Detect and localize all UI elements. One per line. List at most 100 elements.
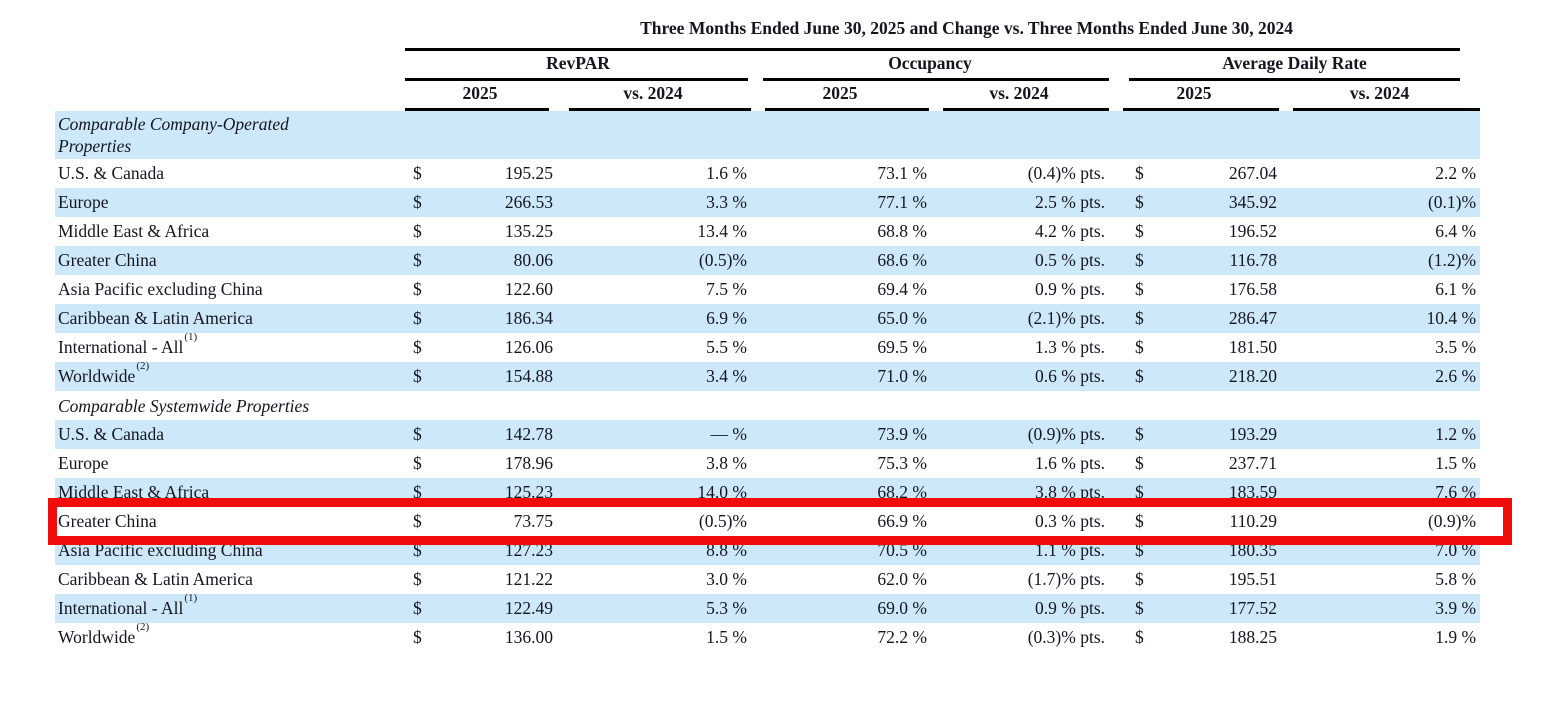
region-label: International - All(1) bbox=[58, 331, 198, 357]
region-label: Asia Pacific excluding China bbox=[58, 540, 263, 560]
adr-2025-cell: 267.04 bbox=[1228, 163, 1277, 183]
table-row: Middle East & Africa $125.23 14.0 % 68.2 % 3… bbox=[55, 478, 1481, 507]
adr-2025-cell: 195.51 bbox=[1228, 569, 1277, 589]
occupancy-vs-cell: 3.8 % pts. bbox=[1035, 482, 1105, 502]
region-label: Caribbean & Latin America bbox=[58, 308, 253, 328]
revpar-vs-cell: 3.4 % bbox=[706, 366, 747, 386]
revpar-vs-cell: 3.0 % bbox=[706, 569, 747, 589]
occupancy-vs-cell: 2.5 % pts. bbox=[1035, 192, 1105, 212]
revpar-vs-cell: (0.5)% bbox=[698, 511, 747, 531]
occupancy-2025-cell: 71.0 % bbox=[877, 366, 927, 386]
adr-vs-cell: (0.9)% bbox=[1427, 511, 1477, 531]
adr-vs-cell: 1.2 % bbox=[1435, 424, 1477, 444]
occupancy-2025-cell: 62.0 % bbox=[877, 569, 927, 589]
adr-2025-cell: 176.58 bbox=[1228, 279, 1277, 299]
subheader-adr-vs2024: vs. 2024 bbox=[1279, 81, 1481, 111]
dollar-sign: $ bbox=[1135, 627, 1144, 647]
occupancy-2025-cell: 68.8 % bbox=[877, 221, 927, 241]
section-title: Comparable Systemwide Properties bbox=[55, 391, 1480, 420]
revpar-2025-cell: 135.25 bbox=[504, 221, 553, 241]
revpar-vs-cell: 13.4 % bbox=[697, 221, 747, 241]
occupancy-2025-cell: 73.1 % bbox=[877, 163, 927, 183]
adr-vs-cell: 1.5 % bbox=[1435, 453, 1477, 473]
dollar-sign: $ bbox=[1135, 192, 1144, 212]
dollar-sign: $ bbox=[413, 569, 422, 589]
adr-2025-cell: 116.78 bbox=[1229, 250, 1277, 270]
occupancy-2025-cell: 68.6 % bbox=[877, 250, 927, 270]
revpar-vs-cell: 1.6 % bbox=[706, 163, 747, 183]
spacer-cell bbox=[55, 14, 405, 51]
dollar-sign: $ bbox=[1135, 366, 1144, 386]
dollar-sign: $ bbox=[1135, 279, 1144, 299]
dollar-sign: $ bbox=[413, 366, 422, 386]
occupancy-2025-cell: 69.4 % bbox=[877, 279, 927, 299]
group-header-adr: Average Daily Rate bbox=[1109, 51, 1480, 81]
region-label: Europe bbox=[58, 192, 109, 212]
adr-vs-cell: 6.1 % bbox=[1435, 279, 1477, 299]
footnote-ref: (1) bbox=[184, 331, 198, 344]
adr-2025-cell: 181.50 bbox=[1228, 337, 1277, 357]
subheader-occupancy-vs2024: vs. 2024 bbox=[929, 81, 1109, 111]
revpar-vs-cell: 3.3 % bbox=[706, 192, 747, 212]
adr-2025-cell: 180.35 bbox=[1228, 540, 1277, 560]
table-title-row: Three Months Ended June 30, 2025 and Cha… bbox=[55, 14, 1480, 51]
region-label: Asia Pacific excluding China bbox=[58, 279, 263, 299]
adr-vs-cell: 7.0 % bbox=[1435, 540, 1477, 560]
dollar-sign: $ bbox=[413, 221, 422, 241]
dollar-sign: $ bbox=[1135, 337, 1144, 357]
table-row: International - All(1) $122.49 5.3 % 69.0 %… bbox=[55, 592, 1481, 623]
adr-vs-cell: 3.5 % bbox=[1435, 337, 1477, 357]
revpar-vs-cell: 5.5 % bbox=[706, 337, 747, 357]
footnote-ref: (2) bbox=[136, 360, 150, 373]
revpar-vs-cell: 14.0 % bbox=[697, 482, 747, 502]
section-title-line: Comparable Systemwide Properties bbox=[58, 395, 310, 416]
revpar-2025-cell: 126.06 bbox=[504, 337, 553, 357]
occupancy-vs-cell: (0.4)% pts. bbox=[1027, 163, 1105, 183]
revpar-vs-cell: (0.5)% bbox=[698, 250, 747, 270]
adr-vs-cell: (1.2)% bbox=[1427, 250, 1477, 270]
footnote-ref: (1) bbox=[184, 592, 198, 605]
occupancy-vs-cell: 1.1 % pts. bbox=[1035, 540, 1105, 560]
section-title: Comparable Company-Operated Properties bbox=[55, 111, 1480, 159]
region-label: Worldwide(2) bbox=[58, 621, 150, 647]
region-label: Caribbean & Latin America bbox=[58, 569, 253, 589]
region-label: U.S. & Canada bbox=[58, 163, 164, 183]
table-row-highlighted: Greater China $73.75 (0.5)% 66.9 % 0.3 % pts… bbox=[55, 507, 1480, 536]
occupancy-2025-cell: 66.9 % bbox=[877, 511, 927, 531]
section-header-company-operated: Comparable Company-Operated Properties bbox=[55, 111, 1481, 159]
revpar-vs-cell: 8.8 % bbox=[706, 540, 747, 560]
group-header-occupancy: Occupancy bbox=[751, 51, 1109, 81]
adr-2025-cell: 237.71 bbox=[1228, 453, 1277, 473]
revpar-vs-cell: 1.5 % bbox=[706, 627, 747, 647]
section-title-line: Properties bbox=[58, 136, 132, 156]
table-row: Europe $178.96 3.8 % 75.3 % 1.6 % pts. $237.7… bbox=[55, 449, 1480, 478]
dollar-sign: $ bbox=[413, 511, 422, 531]
revpar-2025-cell: 122.49 bbox=[504, 598, 553, 618]
occupancy-2025-cell: 75.3 % bbox=[877, 453, 927, 473]
group-header-row: RevPAR Occupancy Average Daily Rate bbox=[55, 51, 1480, 81]
adr-2025-cell: 218.20 bbox=[1228, 366, 1277, 386]
adr-vs-cell: 10.4 % bbox=[1426, 308, 1477, 328]
revpar-2025-cell: 266.53 bbox=[504, 192, 553, 212]
table-title: Three Months Ended June 30, 2025 and Cha… bbox=[405, 14, 1480, 51]
revpar-vs-cell: 5.3 % bbox=[706, 598, 747, 618]
dollar-sign: $ bbox=[413, 627, 422, 647]
adr-2025-cell: 183.59 bbox=[1228, 482, 1277, 502]
section-header-systemwide: Comparable Systemwide Properties bbox=[55, 391, 1480, 420]
dollar-sign: $ bbox=[1135, 569, 1144, 589]
revpar-2025-cell: 122.60 bbox=[504, 279, 553, 299]
adr-vs-cell: 7.6 % bbox=[1435, 482, 1477, 502]
dollar-sign: $ bbox=[1135, 308, 1144, 328]
adr-vs-cell: 3.9 % bbox=[1435, 598, 1477, 618]
spacer-cell bbox=[55, 51, 405, 81]
subheader-occupancy-2025: 2025 bbox=[751, 81, 929, 111]
table-row: Greater China $80.06 (0.5)% 68.6 % 0.5 % pts… bbox=[55, 246, 1481, 275]
dollar-sign: $ bbox=[413, 192, 422, 212]
section-title-line: Comparable Company-Operated bbox=[58, 114, 289, 134]
revpar-2025-cell: 154.88 bbox=[504, 366, 553, 386]
occupancy-vs-cell: (1.7)% pts. bbox=[1027, 569, 1105, 589]
occupancy-vs-cell: (2.1)% pts. bbox=[1027, 308, 1105, 328]
table-row: U.S. & Canada $142.78 — % 73.9 % (0.9)% pts.… bbox=[55, 420, 1481, 449]
revpar-2025-cell: 125.23 bbox=[504, 482, 553, 502]
region-label: Middle East & Africa bbox=[58, 221, 210, 241]
